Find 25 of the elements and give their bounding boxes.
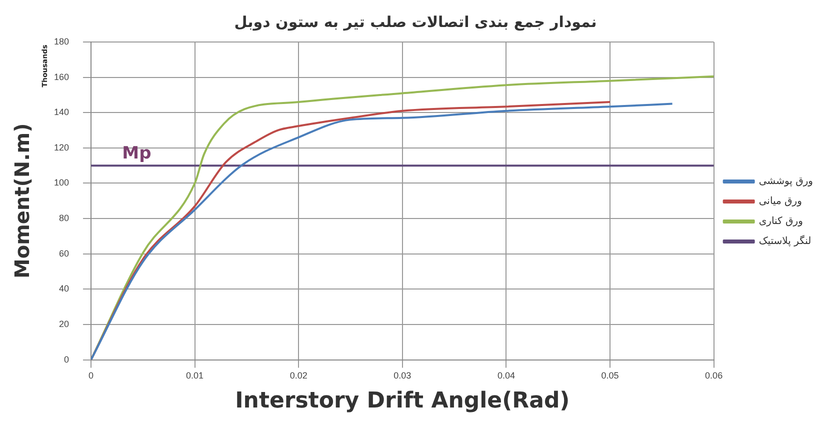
- x-tick-label: 0.06: [705, 370, 723, 381]
- y-tick-label: 100: [54, 178, 70, 188]
- y-tick-label: 60: [59, 248, 70, 258]
- x-axis-title: Interstory Drift Angle(Rad): [235, 388, 570, 414]
- y-tick-label: 40: [59, 284, 70, 294]
- y-tick-label: 120: [54, 142, 70, 152]
- chart-title: نمودار جمع بندی اتصالات صلب تیر به ستون دوبل: [234, 12, 597, 31]
- y-tick-label: 180: [54, 36, 70, 46]
- x-tick-label: 0.03: [394, 370, 412, 381]
- annotation: Mp: [122, 144, 152, 164]
- y-tick-label: 0: [64, 354, 70, 364]
- x-tick-label: 0.05: [601, 370, 619, 381]
- y-axis-title: Moment(N.m): [10, 123, 34, 279]
- x-tick-label: 0.04: [497, 370, 515, 381]
- x-tick-label: 0: [88, 370, 94, 381]
- y-tick-label: 80: [59, 213, 70, 224]
- legend-label: ورق میانی: [758, 196, 802, 208]
- y-tick-label: 160: [54, 72, 70, 82]
- legend-label: ورق پوششی: [758, 176, 814, 188]
- y-tick-label: 20: [59, 318, 70, 329]
- y-tick-label: 140: [54, 107, 70, 118]
- x-tick-label: 0.01: [186, 370, 204, 381]
- legend-label: لنگر پلاستیک: [758, 235, 812, 248]
- x-tick-label: 0.02: [290, 370, 308, 381]
- legend-label: ورق کناری: [758, 216, 804, 228]
